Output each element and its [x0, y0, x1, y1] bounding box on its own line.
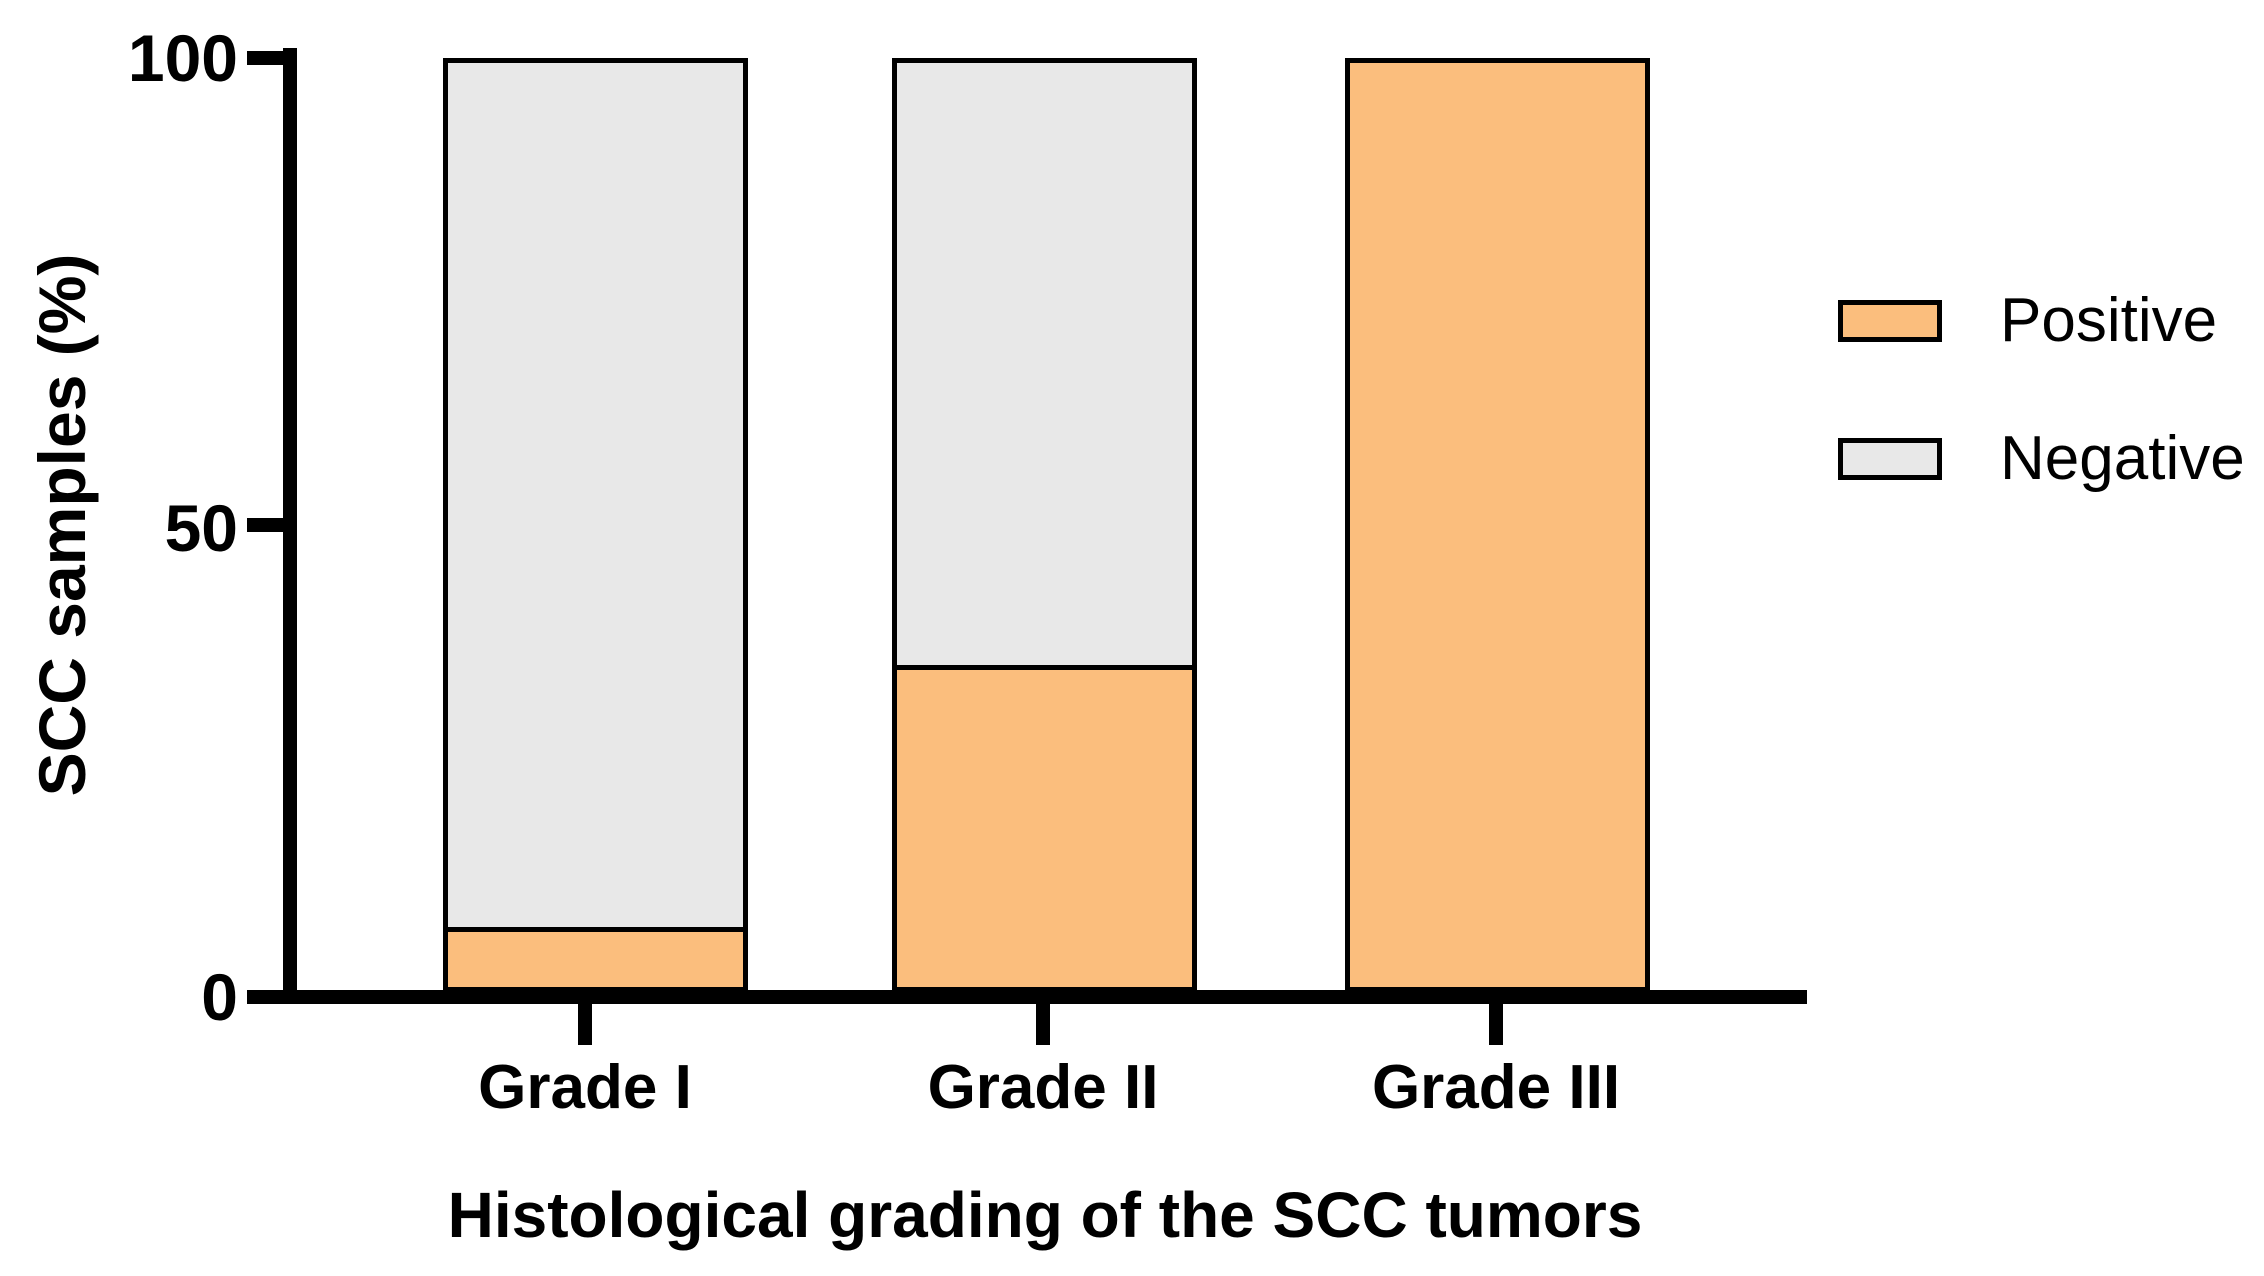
- x-category-label-grade-iii: Grade III: [1371, 1053, 1621, 1122]
- bar-segment-positive: [1345, 58, 1650, 992]
- bar-segment-positive: [892, 665, 1197, 992]
- y-tick-mark-100: [247, 51, 297, 65]
- x-category-label-grade-i: Grade I: [478, 1053, 692, 1122]
- y-tick-label-0: 0: [201, 960, 238, 1034]
- legend-row-positive: Positive: [1838, 290, 2245, 352]
- legend-label-negative: Negative: [2000, 424, 2245, 493]
- x-tick-mark-grade-ii: [1036, 1002, 1050, 1045]
- x-tick-mark-grade-iii: [1489, 1002, 1503, 1045]
- bar-segment-positive: [443, 926, 748, 992]
- legend-swatch-negative: [1838, 438, 1942, 480]
- x-axis-line: [283, 990, 1807, 1004]
- x-category-label-grade-ii: Grade II: [927, 1053, 1159, 1122]
- legend-label-positive: Positive: [2000, 286, 2218, 355]
- bar-segment-negative: [892, 58, 1197, 666]
- legend-row-negative: Negative: [1838, 428, 2245, 490]
- y-axis-title: SCC samples (%): [25, 253, 99, 797]
- legend-swatch-positive: [1838, 300, 1942, 342]
- y-tick-mark-50: [247, 518, 297, 532]
- bar-grade-i: [443, 58, 748, 992]
- bar-grade-iii: [1345, 58, 1650, 992]
- bar-grade-ii: [892, 58, 1197, 992]
- x-axis-title: Histological grading of the SCC tumors: [447, 1179, 1643, 1251]
- y-tick-label-50: 50: [164, 491, 238, 565]
- x-tick-mark-grade-i: [578, 1002, 592, 1045]
- legend: Positive Negative: [1838, 290, 2245, 490]
- bar-segment-negative: [443, 58, 748, 927]
- y-tick-label-100: 100: [127, 21, 238, 95]
